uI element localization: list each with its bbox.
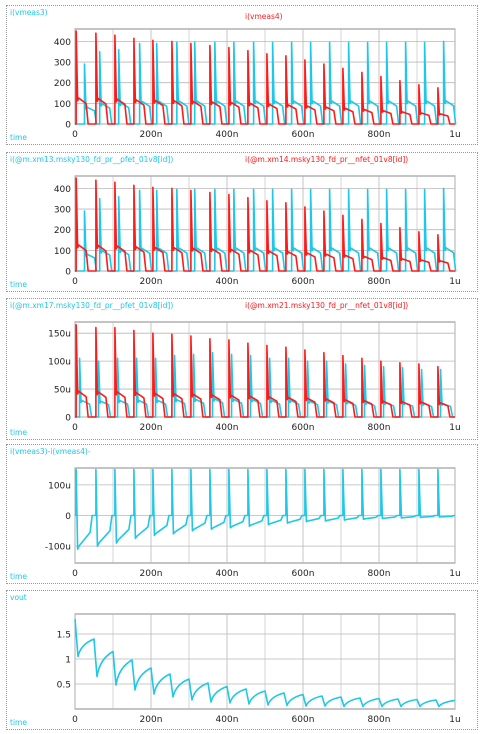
y-tick-label: 1.5 <box>57 631 71 641</box>
y-tick-label: 200 <box>54 226 71 236</box>
y-tick-label: 1 <box>65 656 71 666</box>
x-tick-label: 400n <box>216 569 239 579</box>
y-tick-label: 400 <box>54 38 71 48</box>
y-tick-label: 100u <box>48 481 71 491</box>
x-tick-label: 800n <box>368 569 391 579</box>
x-tick-label: 800n <box>368 715 391 725</box>
y-tick-label: -100u <box>45 543 71 553</box>
x-tick-label: 600n <box>292 277 315 287</box>
y-tick-label: 50u <box>54 386 71 396</box>
y-tick-label: 100 <box>54 100 71 110</box>
x-tick-label: 1u <box>449 423 460 433</box>
x-axis-label: time <box>10 133 27 142</box>
plot-panel-4: i(vmeas3)-i(vmeas4)- time 0 200n 400n 600n 8… <box>6 444 478 584</box>
plot-panel-5: vout time 0 200n 400n 600n 800n 1u 0.5 1 1.5 <box>6 590 478 730</box>
x-axis-label: time <box>10 280 27 289</box>
plot-1-svg: 0 200n 400n 600n 800n 1u 0 100 200 300 400 <box>54 28 461 140</box>
series-line <box>75 177 455 272</box>
x-tick-label: 800n <box>368 277 391 287</box>
plot-3-svg: 0 200n 400n 600n 800n 1u 0 50u 100u 150u <box>48 321 461 433</box>
x-tick-label: 400n <box>216 277 239 287</box>
x-tick-label: 800n <box>368 423 391 433</box>
left-trace-label: i(vmeas3) <box>10 8 48 17</box>
x-tick-label: 0 <box>72 130 78 140</box>
y-tick-label: 0.5 <box>57 681 71 691</box>
y-tick-label: 100u <box>48 358 71 368</box>
plot-2-svg: 0 200n 400n 600n 800n 1u 0 100 200 300 400 <box>54 175 461 287</box>
x-tick-label: 200n <box>140 569 163 579</box>
y-tick-label: 300 <box>54 59 71 69</box>
plot-4-svg: 0 200n 400n 600n 800n 1u -100u 0 100u <box>45 467 461 579</box>
plot-panel-2: i(@m.xm13.msky130_fd_pr__pfet_01v8[id]) … <box>6 152 478 292</box>
x-tick-label: 600n <box>292 715 315 725</box>
series-line <box>74 618 456 708</box>
plot-5-svg: 0 200n 400n 600n 800n 1u 0.5 1 1.5 <box>57 613 461 725</box>
x-axis-label: time <box>10 572 27 581</box>
y-tick-label: 150u <box>48 330 71 340</box>
x-tick-label: 400n <box>216 130 239 140</box>
x-tick-label: 600n <box>292 423 315 433</box>
x-tick-label: 0 <box>72 715 78 725</box>
x-tick-label: 200n <box>140 277 163 287</box>
x-tick-label: 400n <box>216 715 239 725</box>
right-trace-label: i(@m.xm21.msky130_fd_pr__nfet_01v8[id]) <box>245 301 409 310</box>
x-tick-label: 0 <box>72 277 78 287</box>
y-tick-label: 300 <box>54 206 71 216</box>
series-line <box>75 40 457 125</box>
y-tick-label: 0 <box>65 512 71 522</box>
left-trace-label: i(@m.xm13.msky130_fd_pr__pfet_01v8[id]) <box>10 155 174 164</box>
series-line <box>75 187 457 272</box>
left-trace-label: vout <box>10 593 27 602</box>
x-tick-label: 1u <box>449 569 460 579</box>
plot-panel-3: i(@m.xm17.msky130_fd_pr__pfet_01v8[id]) … <box>6 298 478 440</box>
x-tick-label: 200n <box>140 715 163 725</box>
series-line <box>75 468 455 551</box>
x-tick-label: 600n <box>292 569 315 579</box>
series-line <box>75 323 455 418</box>
y-tick-label: 100 <box>54 247 71 257</box>
y-tick-label: 0 <box>65 121 71 131</box>
right-trace-label: i(vmeas4) <box>245 12 283 21</box>
x-tick-label: 800n <box>368 130 391 140</box>
left-trace-label: i(vmeas3)-i(vmeas4)- <box>10 447 91 456</box>
x-tick-label: 400n <box>216 423 239 433</box>
x-tick-label: 1u <box>449 130 460 140</box>
x-axis-label: time <box>10 718 27 727</box>
x-axis-label: time <box>10 428 27 437</box>
plot-panel-1: i(vmeas3) i(vmeas4) time 0 200n 400n 600n 80… <box>6 5 478 145</box>
x-tick-label: 0 <box>72 569 78 579</box>
x-tick-label: 1u <box>449 715 460 725</box>
y-tick-label: 200 <box>54 79 71 89</box>
x-tick-label: 200n <box>140 130 163 140</box>
series-line <box>75 30 455 125</box>
x-tick-label: 0 <box>72 423 78 433</box>
left-trace-label: i(@m.xm17.msky130_fd_pr__pfet_01v8[id]) <box>10 301 174 310</box>
y-tick-label: 400 <box>54 185 71 195</box>
y-tick-label: 0 <box>65 268 71 278</box>
y-tick-label: 0 <box>65 414 71 424</box>
x-tick-label: 600n <box>292 130 315 140</box>
right-trace-label: i(@m.xm14.msky130_fd_pr__nfet_01v8[id]) <box>245 155 409 164</box>
x-tick-label: 200n <box>140 423 163 433</box>
x-tick-label: 1u <box>449 277 460 287</box>
